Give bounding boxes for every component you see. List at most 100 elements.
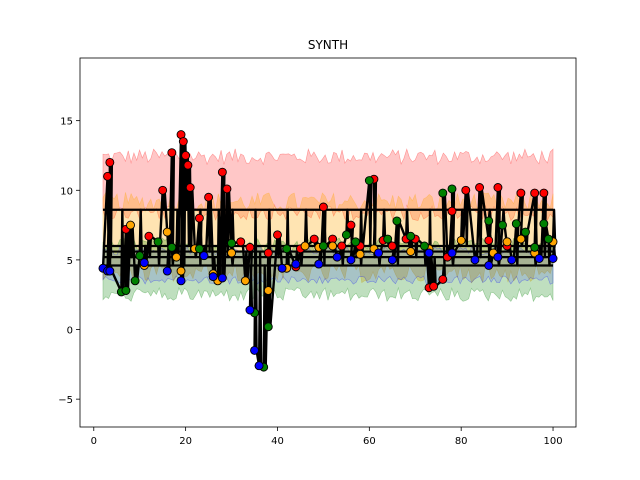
point-0-14	[222, 184, 232, 194]
point-3-9	[245, 305, 255, 315]
point-3-7	[208, 272, 218, 282]
point-0-0	[103, 171, 113, 181]
point-1-8	[227, 248, 237, 258]
point-0-44	[539, 188, 549, 198]
point-0-29	[387, 241, 397, 251]
x-tick-label-2: 40	[271, 436, 284, 447]
point-3-13	[291, 259, 301, 269]
point-0-9	[183, 160, 193, 170]
point-2-16	[364, 176, 374, 185]
point-2-5	[167, 242, 177, 252]
point-3-17	[374, 248, 383, 258]
point-3-26	[548, 254, 558, 263]
point-3-24	[507, 255, 517, 265]
point-3-23	[493, 252, 503, 262]
point-3-4	[162, 266, 172, 276]
point-2-3	[135, 251, 145, 261]
x-tick-label-5: 100	[543, 436, 562, 447]
point-0-38	[475, 183, 485, 192]
point-0-36	[447, 206, 457, 216]
point-3-21	[470, 255, 480, 265]
point-3-14	[314, 259, 324, 269]
point-1-0	[126, 220, 135, 230]
point-2-15	[351, 237, 361, 247]
point-0-1	[105, 157, 115, 167]
point-0-24	[337, 241, 347, 251]
point-0-34	[438, 274, 448, 284]
point-3-15	[332, 252, 342, 262]
point-0-17	[263, 248, 273, 258]
plot-area	[98, 130, 558, 372]
point-3-3	[139, 258, 149, 268]
point-0-15	[236, 237, 246, 247]
point-3-12	[277, 263, 287, 273]
y-tick-label-4: 15	[60, 117, 73, 128]
point-2-28	[539, 219, 549, 229]
point-3-8	[217, 273, 227, 283]
point-1-9	[240, 276, 250, 286]
point-0-12	[204, 192, 214, 202]
point-0-40	[493, 183, 503, 192]
point-0-13	[217, 167, 227, 177]
point-1-21	[502, 237, 512, 247]
x-tick-label-0: 0	[91, 436, 97, 447]
point-0-39	[484, 235, 494, 245]
point-0-42	[516, 188, 526, 198]
y-tick-label-2: 5	[67, 256, 73, 267]
point-3-18	[387, 255, 397, 265]
point-1-17	[406, 247, 416, 257]
point-3-2	[105, 266, 115, 276]
point-2-17	[383, 234, 393, 244]
point-3-25	[534, 254, 544, 263]
y-tick-label-0: −5	[58, 395, 73, 406]
point-0-21	[309, 234, 319, 244]
point-0-18	[273, 230, 282, 240]
point-2-1	[121, 286, 131, 295]
point-1-12	[300, 241, 310, 251]
point-2-19	[406, 231, 416, 241]
point-1-19	[456, 235, 466, 245]
point-2-4	[153, 237, 163, 247]
point-2-26	[521, 227, 530, 237]
point-0-4	[158, 185, 168, 195]
point-2-22	[447, 184, 457, 194]
point-2-29	[543, 234, 553, 244]
point-1-22	[516, 234, 526, 244]
point-2-23	[484, 216, 494, 226]
point-2-20	[419, 241, 429, 251]
point-2-25	[511, 219, 521, 229]
point-3-5	[176, 276, 186, 286]
point-1-3	[171, 252, 181, 262]
point-0-10	[185, 183, 195, 192]
point-2-18	[392, 216, 402, 226]
point-0-8	[181, 151, 191, 160]
point-3-11	[254, 361, 264, 371]
point-0-11	[194, 213, 204, 223]
point-2-2	[130, 276, 140, 286]
point-1-2	[162, 227, 172, 237]
point-2-27	[530, 242, 540, 252]
point-0-37	[461, 185, 471, 195]
point-3-22	[484, 261, 494, 270]
point-0-3	[144, 231, 154, 241]
point-0-43	[530, 188, 540, 198]
plot-frame	[79, 57, 577, 428]
point-0-16	[245, 242, 255, 252]
point-0-7	[178, 137, 188, 146]
y-tick-label-3: 10	[60, 186, 73, 197]
point-2-6	[194, 244, 204, 254]
point-2-24	[498, 220, 507, 230]
point-3-6	[199, 251, 209, 261]
point-3-20	[447, 248, 457, 258]
x-tick-label-4: 80	[455, 436, 468, 447]
y-tick-label-1: 0	[67, 326, 73, 337]
point-3-19	[424, 248, 434, 258]
point-2-12	[282, 244, 292, 254]
point-1-15	[355, 249, 365, 259]
point-0-33	[429, 281, 439, 291]
x-tick-label-1: 20	[179, 436, 192, 447]
point-0-22	[318, 202, 328, 212]
point-0-25	[346, 220, 356, 230]
point-2-21	[438, 188, 448, 198]
